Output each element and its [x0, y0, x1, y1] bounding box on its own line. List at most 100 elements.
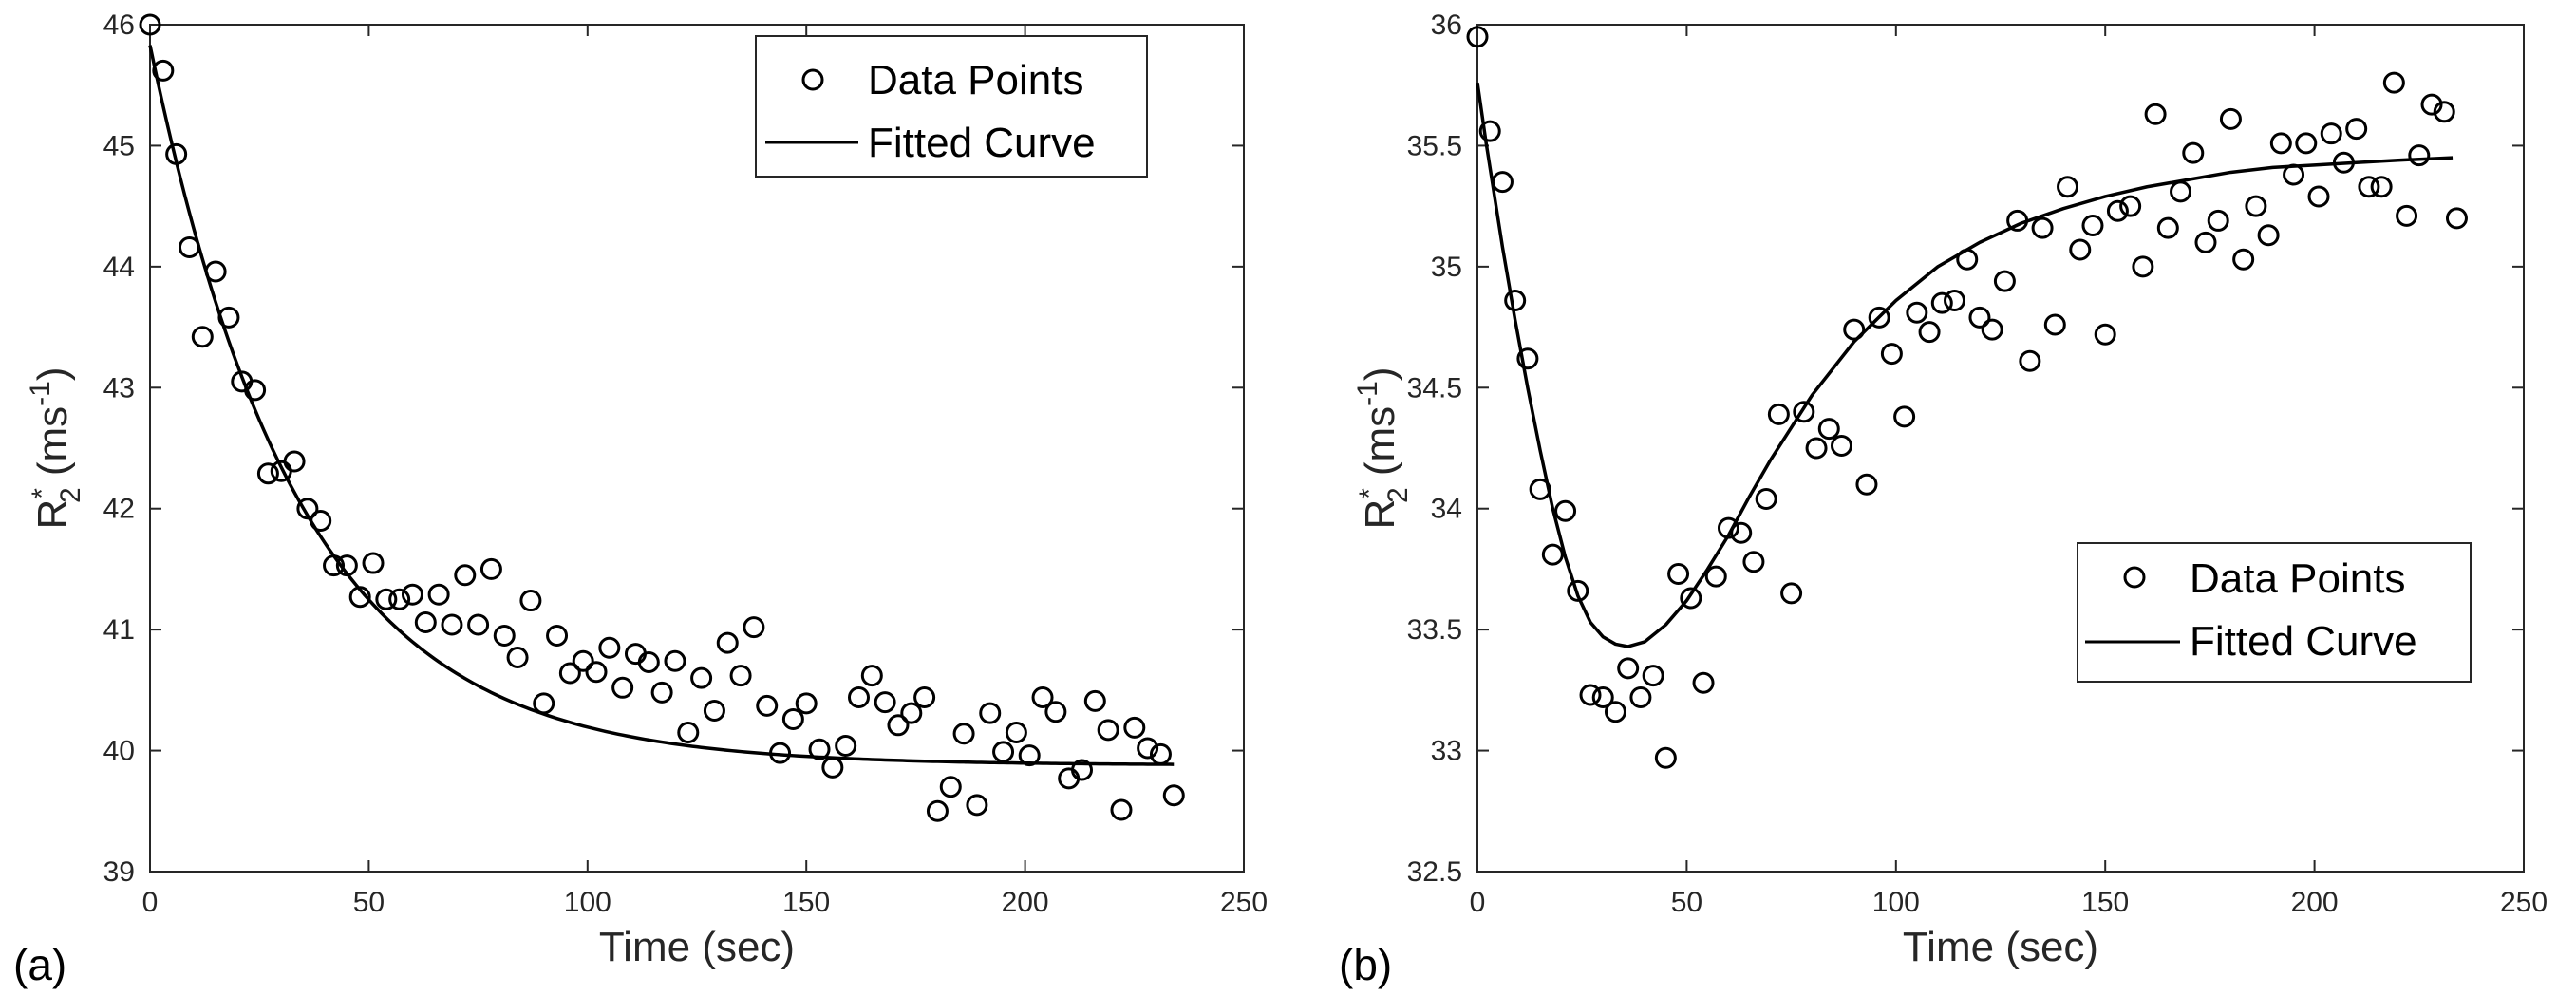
data-point-b-37 [1930, 291, 1953, 314]
y-tick-label-b-4: 34.5 [1407, 372, 1462, 404]
panel-a: 0 50 100 150 200 250 39 40 41 42 43 44 45 46 Time (se… [13, 9, 1268, 989]
data-point-b-27 [1805, 437, 1828, 460]
y-tick-label-b-5: 35 [1431, 252, 1462, 283]
data-point-b-70 [2345, 118, 2368, 141]
panel-label-b: (b) [1339, 940, 1392, 989]
data-point-a-9 [256, 462, 279, 485]
x-tick-label-b-2: 100 [1872, 887, 1920, 918]
x-tick-label-a-1: 50 [353, 887, 385, 918]
data-point-a-31 [546, 625, 569, 648]
data-point-b-68 [2320, 122, 2342, 145]
data-point-b-66 [2295, 132, 2318, 155]
data-point-a-64 [979, 702, 1002, 724]
data-point-a-26 [479, 557, 502, 580]
data-point-a-0 [139, 13, 161, 36]
data-point-b-62 [2245, 195, 2267, 217]
data-point-b-28 [1817, 418, 1840, 441]
x-tick-label-a-5: 250 [1220, 887, 1268, 918]
data-point-b-1 [1478, 120, 1501, 142]
data-point-a-3 [178, 235, 200, 258]
legend-b: Data Points Fitted Curve [2077, 542, 2472, 683]
data-point-b-64 [2269, 132, 2292, 155]
data-point-a-60 [926, 799, 949, 822]
data-point-a-78 [1162, 784, 1185, 807]
data-point-a-8 [244, 379, 267, 402]
data-point-b-48 [2069, 238, 2092, 261]
legend-box-a [755, 35, 1148, 178]
data-point-b-65 [2283, 163, 2305, 186]
data-point-a-55 [860, 665, 883, 687]
data-point-b-71 [2358, 176, 2380, 198]
data-point-a-73 [1097, 719, 1119, 742]
data-point-a-22 [427, 583, 450, 606]
data-point-a-11 [283, 450, 306, 473]
data-point-b-8 [1567, 579, 1589, 602]
data-point-b-33 [1880, 343, 1903, 366]
data-point-b-75 [2408, 144, 2431, 167]
legend-marker-data-points-b [2123, 566, 2146, 589]
y-tick-label-b-6: 35.5 [1407, 130, 1462, 161]
data-point-b-3 [1504, 290, 1527, 312]
data-point-b-42 [1993, 270, 2016, 292]
data-point-b-43 [2006, 209, 2029, 232]
x-tick-label-b-5: 250 [2500, 887, 2548, 918]
data-point-a-50 [795, 692, 818, 715]
data-point-b-13 [1629, 686, 1652, 709]
data-points-layer-a [139, 13, 1185, 822]
data-points-layer-b [1466, 26, 2468, 769]
data-point-a-40 [664, 649, 686, 672]
data-point-a-13 [310, 509, 332, 532]
fitted-curve-a [148, 45, 1175, 766]
data-point-b-39 [1956, 248, 1979, 271]
data-point-b-20 [1717, 516, 1739, 539]
data-point-a-2 [165, 142, 188, 165]
y-tick-label-a-0: 39 [103, 856, 135, 888]
axes-box-b [1476, 24, 2525, 873]
x-tick-label-a-0: 0 [142, 887, 159, 918]
data-point-b-56 [2170, 180, 2192, 203]
x-axis-title-a: Time (sec) [599, 924, 795, 970]
data-point-b-30 [1843, 318, 1866, 341]
data-point-b-49 [2081, 215, 2104, 237]
y-tick-label-b-3: 34 [1431, 494, 1462, 525]
data-point-a-58 [900, 702, 923, 724]
x-axis-title-b: Time (sec) [1903, 924, 2098, 970]
legend-a: Data Points Fitted Curve [755, 35, 1148, 178]
data-point-b-47 [2057, 176, 2079, 198]
data-point-b-19 [1704, 565, 1727, 588]
data-point-b-15 [1654, 746, 1677, 769]
data-point-b-55 [2156, 216, 2179, 239]
panel-label-a: (a) [13, 940, 66, 989]
data-point-b-76 [2420, 93, 2443, 116]
y-tick-label-a-3: 42 [103, 494, 135, 525]
data-point-a-15 [335, 554, 358, 577]
data-point-a-74 [1110, 798, 1133, 821]
data-point-a-20 [401, 583, 423, 606]
ticks-a [149, 24, 1245, 873]
data-point-b-35 [1906, 301, 1928, 324]
data-point-a-38 [637, 651, 660, 674]
data-point-b-21 [1730, 521, 1753, 544]
legend-box-b [2077, 542, 2472, 683]
data-point-b-32 [1868, 306, 1890, 329]
data-point-a-69 [1044, 701, 1067, 723]
panel-b: 0 50 100 150 200 25032.53333.53434.53535.536 … [1339, 9, 2548, 989]
data-point-b-26 [1793, 401, 1815, 423]
data-point-a-14 [323, 554, 346, 577]
x-tick-label-b-0: 0 [1470, 887, 1486, 918]
data-point-a-39 [650, 681, 673, 704]
data-point-a-56 [874, 691, 896, 714]
data-point-b-69 [2332, 151, 2355, 174]
data-point-a-44 [716, 631, 739, 654]
x-tick-label-b-1: 50 [1671, 887, 1702, 918]
data-point-b-36 [1918, 321, 1941, 344]
y-axis-title-a: R*2 (ms-1) [25, 366, 86, 529]
x-tick-label-a-4: 200 [1002, 887, 1049, 918]
data-point-b-18 [1692, 671, 1715, 694]
fitted-curve-layer-b [1476, 82, 2454, 648]
data-point-b-54 [2144, 103, 2167, 125]
data-point-b-25 [1780, 582, 1803, 605]
data-point-a-61 [939, 776, 962, 798]
data-point-a-24 [454, 564, 477, 587]
data-point-a-35 [598, 636, 621, 659]
